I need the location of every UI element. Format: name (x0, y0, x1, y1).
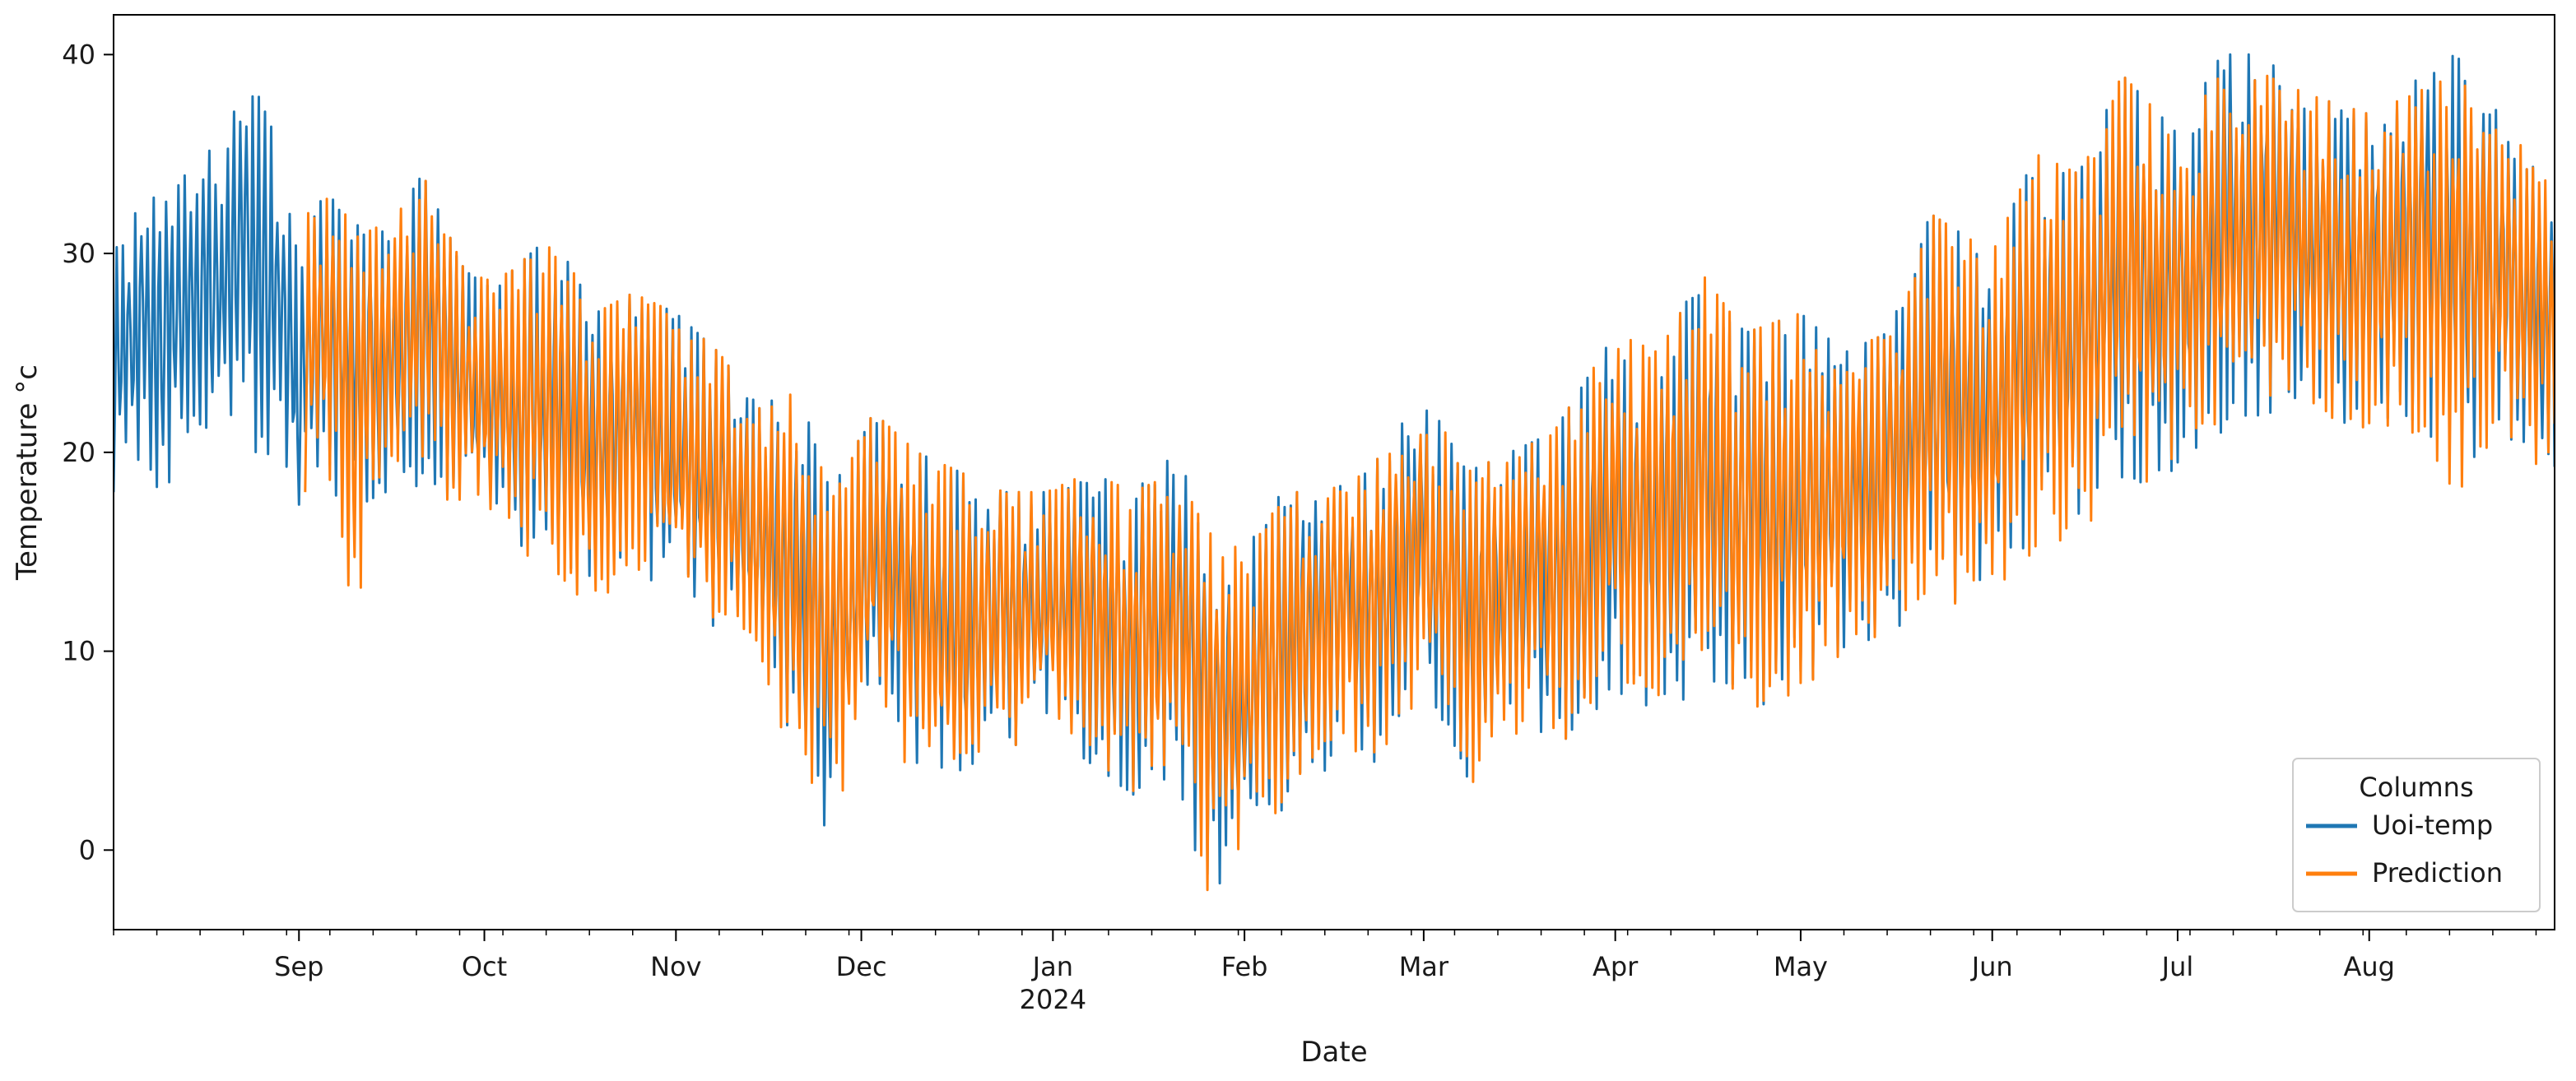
series-line-prediction (304, 74, 2555, 892)
x-tick-label: Jan (1031, 951, 1073, 982)
y-axis-label: Temperature °c (11, 364, 44, 581)
series-layer (114, 53, 2555, 892)
y-tick-label: 30 (62, 238, 95, 269)
legend-label-prediction: Prediction (2372, 857, 2503, 888)
x-tick-label: Feb (1221, 951, 1268, 982)
x-tick-label: Apr (1593, 951, 1639, 982)
x-tick-label: Aug (2343, 951, 2394, 982)
plot-frame (113, 14, 2555, 930)
y-axis: 0 10 20 30 40 (62, 39, 114, 865)
legend: Columns Uoi-temp Prediction (2292, 758, 2541, 912)
x-axis-label: Date (1300, 1036, 1367, 1069)
y-tick-label: 0 (79, 834, 95, 865)
y-tick-label: 40 (62, 39, 95, 70)
x-tick-label: Mar (1399, 951, 1449, 982)
legend-title: Columns (2359, 772, 2473, 803)
x-tick-label: Sep (274, 951, 323, 982)
x-tick-label: Oct (462, 951, 507, 982)
x-tick-label: Jun (1970, 951, 2013, 982)
y-tick-label: 20 (62, 437, 95, 468)
x-tick-label: Nov (650, 951, 701, 982)
x-tick-label: May (1774, 951, 1828, 982)
x-tick-sublabel: 2024 (1020, 984, 1086, 1015)
y-tick-label: 10 (62, 636, 95, 667)
x-tick-label: Dec (836, 951, 887, 982)
x-tick-label: Jul (2160, 951, 2194, 982)
legend-label-uoi-temp: Uoi-temp (2372, 810, 2493, 841)
